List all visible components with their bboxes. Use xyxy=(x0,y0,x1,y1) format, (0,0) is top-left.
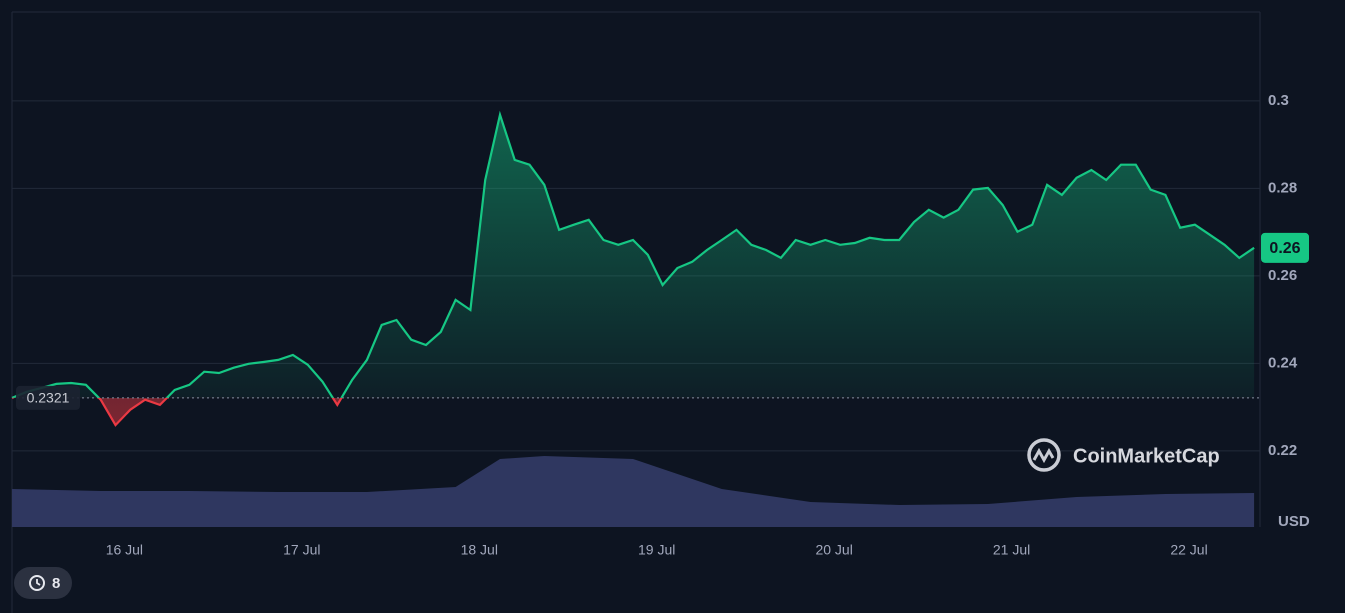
watermark-logo xyxy=(1027,438,1061,472)
x-tick-label: 20 Jul xyxy=(815,542,852,558)
watermark-logo-mark xyxy=(1032,447,1055,464)
volume-area xyxy=(12,456,1255,527)
history-icon-hands xyxy=(36,579,41,586)
labels: 0.22 0.24 0.26 0.28 0.3 16 Jul 17 Jul 18 Jul 19 … xyxy=(16,92,1309,558)
last-price-badge xyxy=(1261,232,1309,263)
x-tick-label: 21 Jul xyxy=(993,542,1030,558)
history-count: 8 xyxy=(52,575,60,592)
x-tick-label: 17 Jul xyxy=(283,542,320,558)
x-tick-label: 18 Jul xyxy=(461,542,498,558)
y-tick-label: 0.3 xyxy=(1268,92,1289,109)
baseline-label-bg xyxy=(16,385,80,410)
x-tick-label: 16 Jul xyxy=(106,542,143,558)
area-up xyxy=(12,114,1255,398)
x-tick-label: 22 Jul xyxy=(1170,542,1207,558)
history-icon xyxy=(29,575,45,591)
price-line-up xyxy=(11,110,1255,398)
y-tick-label: 0.22 xyxy=(1268,442,1297,459)
y-tick-label: 0.24 xyxy=(1268,354,1298,371)
watermark-text: CoinMarketCap xyxy=(1073,445,1220,467)
x-tick-label: 19 Jul xyxy=(638,542,675,558)
baseline-label: 0.2321 xyxy=(27,390,70,406)
plot xyxy=(11,110,1260,427)
history-badge[interactable]: 8 xyxy=(14,567,72,599)
watermark: CoinMarketCap xyxy=(1027,438,1220,472)
volume xyxy=(12,456,1255,527)
last-price-label: 0.26 xyxy=(1269,240,1300,257)
y-tick-label: 0.28 xyxy=(1268,179,1297,196)
area-down xyxy=(12,397,1255,426)
y-unit: USD xyxy=(1278,513,1310,530)
y-tick-label: 0.26 xyxy=(1268,267,1297,284)
